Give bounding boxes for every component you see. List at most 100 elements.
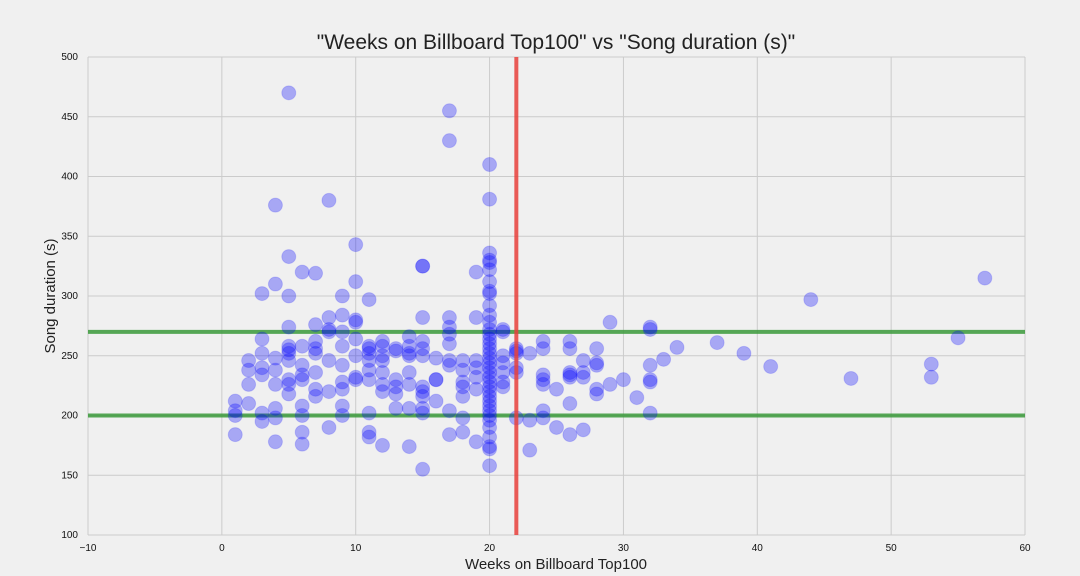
data-point [589, 381, 605, 397]
data-point [441, 326, 457, 342]
data-point [482, 398, 498, 414]
data-point [468, 310, 484, 326]
data-point [334, 381, 350, 397]
data-point [482, 360, 498, 376]
data-point [388, 341, 404, 357]
data-point [482, 408, 498, 423]
data-point [482, 384, 498, 400]
data-point [415, 348, 431, 364]
y-tick-label: 150 [61, 470, 78, 481]
data-point [495, 364, 511, 380]
data-point [267, 362, 283, 378]
data-point [535, 403, 551, 419]
data-point [495, 379, 511, 395]
data-point [535, 333, 551, 349]
y-tick-label: 250 [61, 351, 78, 362]
data-point [482, 255, 498, 271]
y-tick-label: 500 [61, 52, 78, 63]
data-point [281, 338, 297, 354]
data-point [348, 274, 364, 290]
data-point [642, 319, 658, 335]
data-point [656, 351, 672, 367]
data-point [415, 333, 431, 349]
data-point [441, 403, 457, 419]
data-point [803, 292, 819, 308]
data-point [468, 264, 484, 280]
y-tick-label: 100 [61, 530, 78, 541]
data-point [361, 341, 377, 357]
data-point [522, 442, 538, 458]
data-point [267, 197, 283, 213]
data-point [294, 367, 310, 383]
data-point [455, 388, 471, 404]
data-point [321, 384, 337, 400]
data-point [294, 398, 310, 414]
data-point [482, 412, 498, 428]
data-point [241, 353, 257, 369]
data-point [227, 393, 243, 409]
data-point [401, 439, 417, 455]
data-point [334, 288, 350, 304]
data-point [334, 408, 350, 423]
data-point [227, 403, 243, 419]
data-point [415, 341, 431, 357]
data-point [482, 286, 498, 302]
data-point [267, 410, 283, 426]
data-point [334, 398, 350, 414]
data-point [348, 237, 364, 253]
data-point [334, 324, 350, 340]
data-point [281, 372, 297, 388]
data-point [361, 429, 377, 445]
data-point [482, 345, 498, 361]
data-point [482, 314, 498, 330]
data-point [321, 324, 337, 340]
y-tick-label: 300 [61, 291, 78, 302]
data-point [361, 292, 377, 308]
data-point [482, 252, 498, 268]
data-point [428, 350, 444, 366]
data-point [455, 362, 471, 378]
data-point [294, 357, 310, 373]
data-point [482, 429, 498, 445]
data-point [977, 270, 993, 286]
data-point [254, 360, 270, 376]
x-tick-label: 40 [752, 543, 764, 554]
data-point [361, 424, 377, 440]
x-tick-labels: −10 0 10 20 30 40 50 60 [80, 543, 1031, 554]
data-point [267, 434, 283, 450]
data-point [441, 103, 457, 119]
data-point [482, 191, 498, 207]
x-tick-label: 20 [484, 543, 496, 554]
data-point [535, 372, 551, 388]
data-point [254, 331, 270, 347]
data-point [482, 458, 498, 474]
data-point [308, 341, 324, 357]
data-point [294, 264, 310, 280]
x-tick-label: 50 [886, 543, 898, 554]
data-points [227, 85, 993, 477]
data-point [562, 341, 578, 357]
data-point [575, 422, 591, 438]
data-point [294, 338, 310, 354]
data-point [308, 364, 324, 380]
data-point [308, 333, 324, 349]
data-point [950, 330, 966, 346]
data-point [642, 357, 658, 373]
data-point [441, 353, 457, 369]
x-tick-label: 10 [350, 543, 362, 554]
data-point [589, 386, 605, 402]
data-point [348, 312, 364, 328]
data-point [388, 372, 404, 388]
data-point [455, 424, 471, 440]
data-point [495, 374, 511, 390]
data-point [281, 345, 297, 361]
data-point [321, 321, 337, 337]
data-point [281, 319, 297, 335]
data-point [923, 356, 939, 372]
data-point [388, 400, 404, 416]
data-point [482, 245, 498, 261]
data-point [415, 258, 431, 274]
data-point [334, 338, 350, 354]
data-point [642, 374, 658, 390]
data-point [281, 288, 297, 304]
